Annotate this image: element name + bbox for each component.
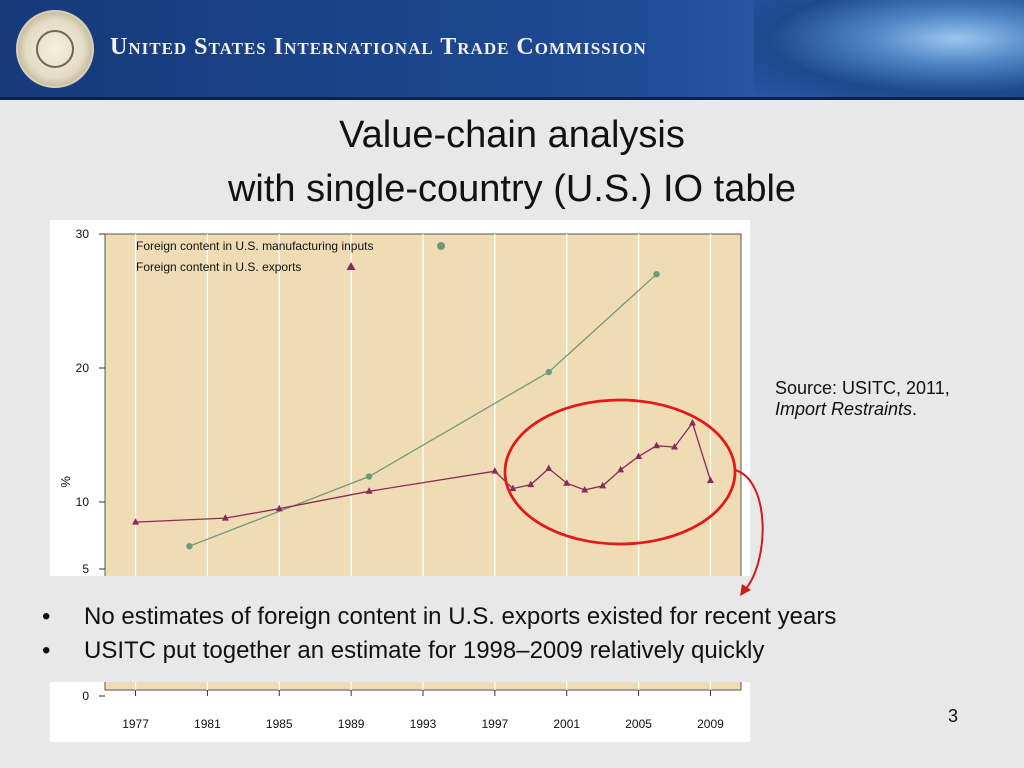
bullet-list: • No estimates of foreign content in U.S.… [42,600,836,668]
data-point-triangle [688,418,696,426]
header-banner: United States International Trade Commis… [0,0,1024,100]
bullet-item: • USITC put together an estimate for 1998… [42,634,836,668]
x-tick-label: 1977 [122,717,149,731]
data-point-triangle [635,452,643,459]
org-title: United States International Trade Commis… [110,34,647,60]
data-point-circle [365,473,373,480]
data-point-triangle [671,443,679,450]
bullet-panel: • No estimates of foreign content in U.S.… [0,576,1024,682]
data-point-triangle [599,481,607,489]
data-point-triangle [617,465,625,473]
x-tick-label: 1993 [410,717,437,731]
y-tick-label: 30 [76,227,90,241]
data-point-triangle [275,504,283,512]
source-note: Source: USITC, 2011, Import Restraints. [775,378,950,420]
bullet-item: • No estimates of foreign content in U.S.… [42,600,836,634]
legend-label: Foreign content in U.S. manufacturing in… [136,239,373,253]
series-line-1 [189,273,658,547]
data-point-triangle [527,480,535,488]
x-tick-label: 1989 [338,717,365,731]
legend-marker-circle [437,242,445,250]
source-prefix: Source: USITC, 2011, [775,378,950,398]
data-point-triangle [545,464,553,471]
y-axis-label: % [58,476,73,488]
data-point-triangle [653,441,661,449]
x-tick-label: 2001 [553,717,580,731]
legend-label: Foreign content in U.S. exports [136,260,301,274]
source-work-title: Import Restraints [775,399,913,419]
bullet-text: USITC put together an estimate for 1998–… [84,637,765,664]
slide-title-line-2: with single-country (U.S.) IO table [227,168,797,210]
usitc-seal-icon [16,10,94,88]
slide-title: Value-chain analysis with single-country… [0,108,1024,216]
data-point-circle [186,543,193,550]
y-tick-label: 10 [76,495,90,509]
x-tick-label: 2009 [697,717,724,731]
y-tick-label: 0 [82,689,89,703]
y-tick-label: 20 [76,361,90,375]
bullet-marker: • [42,603,51,630]
data-point-triangle [706,476,714,484]
data-point-circle [545,368,552,376]
data-point-triangle [563,479,571,486]
data-point-triangle [221,514,229,521]
legend-marker-triangle [346,262,356,270]
data-point-triangle [132,518,140,525]
page-number: 3 [948,706,959,726]
x-tick-label: 1981 [194,717,221,731]
data-point-circle [653,271,660,278]
data-point-triangle [491,467,499,474]
slide-title-line-1: Value-chain analysis [339,114,685,156]
data-point-triangle [509,484,517,492]
bullet-marker: • [42,637,51,664]
x-tick-label: 2005 [625,717,652,731]
globe-icon [754,0,1024,97]
data-point-triangle [581,485,589,493]
x-tick-label: 1985 [266,717,293,731]
source-suffix: . [912,399,918,419]
y-tick-label: 5 [82,562,89,576]
seal-ring [36,30,74,68]
data-point-triangle [365,487,373,494]
bullet-text: No estimates of foreign content in U.S. … [84,603,837,630]
x-tick-label: 1997 [482,717,509,731]
